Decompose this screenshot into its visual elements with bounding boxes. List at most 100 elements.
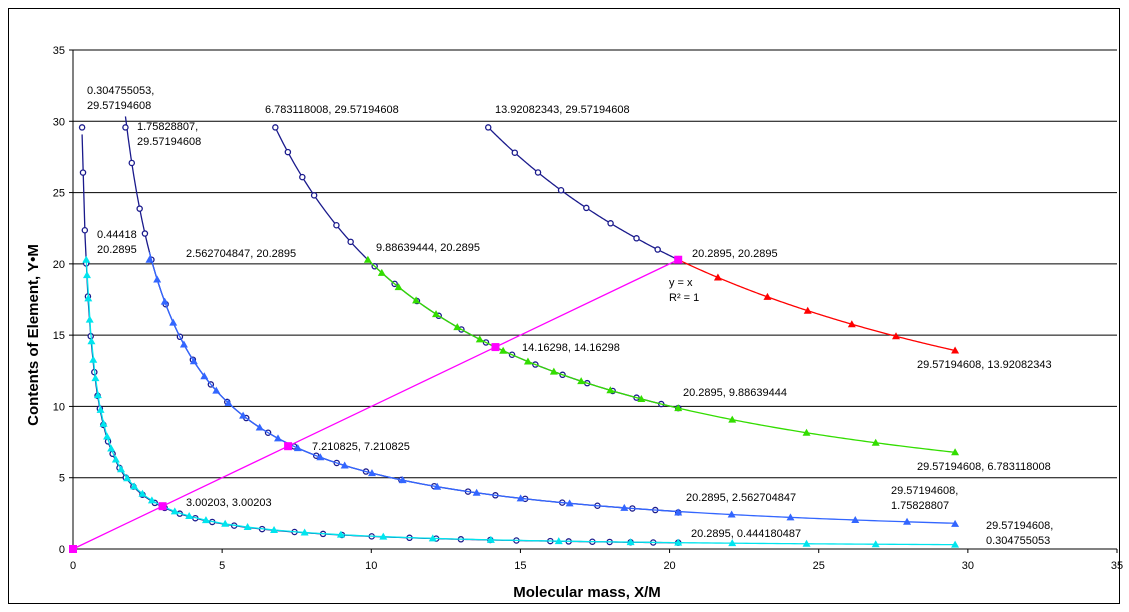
data-point [255, 423, 264, 431]
grid-lines [73, 49, 1117, 479]
data-point [293, 444, 302, 452]
data-point [786, 513, 795, 521]
data-label-line: 9.88639444, 20.2895 [376, 242, 480, 254]
x-tick-label: 15 [514, 560, 526, 572]
x-tick-label: 0 [70, 560, 76, 572]
data-point [511, 149, 519, 156]
data-point [892, 332, 901, 340]
y-axis-title: Contents of Element, Y•M [25, 244, 42, 426]
data-point [79, 169, 87, 176]
data-point [316, 453, 325, 461]
data-point [674, 538, 683, 546]
x-tick-label: 30 [962, 560, 974, 572]
data-label-line: y = x [669, 277, 693, 289]
data-label: 2.562704847, 20.2895 [186, 248, 296, 260]
data-label-line: 2.562704847, 20.2895 [186, 248, 296, 260]
data-point [433, 482, 442, 490]
data-point [123, 474, 132, 482]
data-point [138, 489, 147, 497]
data-point [491, 343, 500, 352]
data-label: 29.57194608, 13.92082343 [917, 359, 1052, 371]
data-label-line: 13.92082343, 29.57194608 [495, 104, 630, 116]
data-point [499, 346, 508, 354]
data-point [577, 377, 586, 385]
data-point [379, 532, 388, 540]
axes: 0 5 10 15 20 25 30 35 0 5 10 15 20 25 30 35 [53, 45, 1123, 572]
data-label: 6.783118008, 29.57194608 [265, 104, 399, 116]
x-tick-label: 5 [219, 560, 225, 572]
data-label: 7.210825, 7.210825 [312, 441, 410, 453]
data-label-line: 29.57194608, 13.92082343 [917, 359, 1052, 371]
data-point [336, 530, 345, 538]
data-label-line: 14.16298, 14.16298 [522, 342, 620, 354]
data-point [377, 268, 386, 276]
series-red-7 [674, 255, 960, 354]
series-navy-2 [272, 124, 682, 412]
data-point [78, 124, 86, 131]
data-point [763, 292, 772, 300]
data-point [432, 310, 441, 318]
data-point [554, 537, 563, 545]
data-point [141, 230, 149, 237]
data-point [99, 419, 108, 427]
data-point [903, 517, 912, 525]
data-point [674, 508, 683, 516]
data-point [82, 271, 91, 279]
data-point [803, 306, 812, 314]
data-label-line: 29.57194608, [986, 520, 1053, 532]
data-label-line: 29.57194608, [891, 485, 958, 497]
data-point [299, 173, 306, 181]
data-point [398, 476, 407, 484]
data-point [583, 204, 590, 212]
data-point [272, 124, 279, 131]
data-label-line: 29.57194608 [137, 136, 201, 148]
data-label-line: 7.210825, 7.210825 [312, 441, 410, 453]
data-point [802, 428, 811, 436]
data-point [428, 534, 437, 542]
data-point [136, 205, 143, 212]
data-point [607, 220, 614, 227]
data-point [103, 432, 112, 440]
data-point [130, 482, 139, 490]
data-point [179, 340, 188, 348]
data-point [158, 502, 167, 511]
data-point [951, 519, 960, 527]
series-green-6 [363, 255, 960, 456]
data-point [221, 519, 230, 527]
data-point [153, 275, 162, 283]
data-label-line: 0.304755053, [87, 85, 154, 97]
data-point [107, 444, 116, 452]
data-point [620, 503, 629, 511]
data-point [91, 374, 100, 382]
data-point [523, 357, 532, 365]
data-point [117, 465, 126, 473]
series-line [677, 259, 956, 352]
data-point [340, 461, 349, 469]
data-label: 20.2895, 2.562704847 [686, 492, 796, 504]
data-point [534, 169, 542, 176]
data-point [728, 415, 737, 423]
data-label-line: 3.00203, 3.00203 [186, 497, 272, 509]
data-point [606, 386, 615, 394]
data-point [169, 318, 178, 326]
data-point [727, 510, 736, 518]
data-label-line: 20.2895, 0.444180487 [691, 528, 801, 540]
data-point [170, 507, 179, 515]
data-point [637, 394, 646, 402]
data-label-line: R² = 1 [669, 292, 699, 304]
data-point [122, 124, 129, 131]
data-point [484, 124, 492, 131]
y-tick-label: 0 [59, 544, 65, 556]
data-label: 29.57194608, 0.304755053 [986, 520, 1053, 547]
data-label-line: 20.2895, 2.562704847 [686, 492, 796, 504]
series-line [85, 259, 956, 546]
data-label: 9.88639444, 20.2895 [376, 242, 480, 254]
data-point [654, 246, 661, 253]
data-label: 13.92082343, 29.57194608 [495, 104, 630, 116]
data-point [951, 448, 960, 456]
data-point [713, 273, 722, 281]
chart-frame [8, 8, 1120, 604]
data-label-line: 0.304755053 [986, 535, 1050, 547]
data-point [81, 227, 89, 234]
